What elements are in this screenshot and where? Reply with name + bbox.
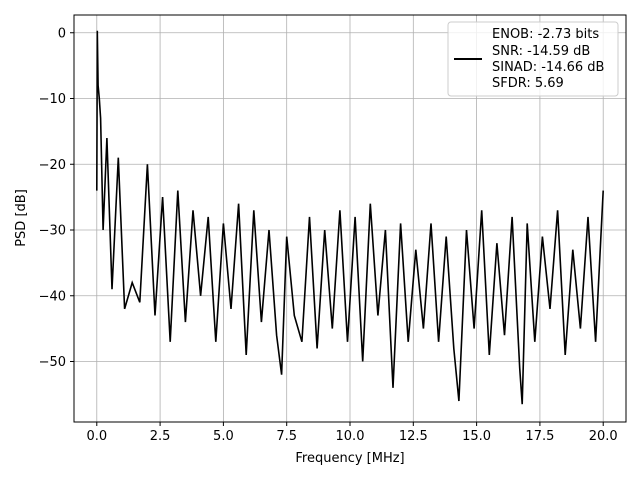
x-tick-label: 17.5	[525, 429, 554, 444]
x-tick-label: 2.5	[150, 429, 171, 444]
x-tick-label: 5.0	[213, 429, 234, 444]
y-tick-label: −10	[39, 92, 66, 107]
x-tick-label: 20.0	[589, 429, 618, 444]
psd-series-line	[96, 30, 604, 405]
y-tick-label: −40	[39, 289, 66, 304]
x-tick-label: 15.0	[462, 429, 491, 444]
y-axis-ticks: 0 −10 −20 −30 −40 −50	[39, 26, 74, 370]
legend-box	[447, 21, 619, 97]
y-tick-label: −30	[39, 224, 66, 239]
legend-line-4: SFDR: 5.69	[492, 76, 564, 91]
legend-line-3: SINAD: -14.66 dB	[492, 60, 604, 75]
psd-polyline	[96, 30, 604, 405]
x-tick-label: 12.5	[399, 429, 428, 444]
x-axis-label: Frequency [MHz]	[295, 451, 404, 466]
legend: ENOB: -2.73 bits SNR: -14.59 dB SINAD: -…	[447, 21, 619, 97]
x-tick-label: 0.0	[86, 429, 107, 444]
x-tick-label: 7.5	[276, 429, 297, 444]
y-tick-label: −50	[39, 355, 66, 370]
legend-line-1: ENOB: -2.73 bits	[492, 27, 599, 42]
y-tick-label: 0	[58, 26, 66, 41]
y-tick-label: −20	[39, 158, 66, 173]
x-axis-ticks: 0.0 2.5 5.0 7.5 10.0 12.5 15.0 17.5 20.0	[86, 422, 618, 444]
x-tick-label: 10.0	[336, 429, 365, 444]
legend-line-2: SNR: -14.59 dB	[492, 44, 590, 59]
y-axis-label: PSD [dB]	[14, 189, 29, 247]
